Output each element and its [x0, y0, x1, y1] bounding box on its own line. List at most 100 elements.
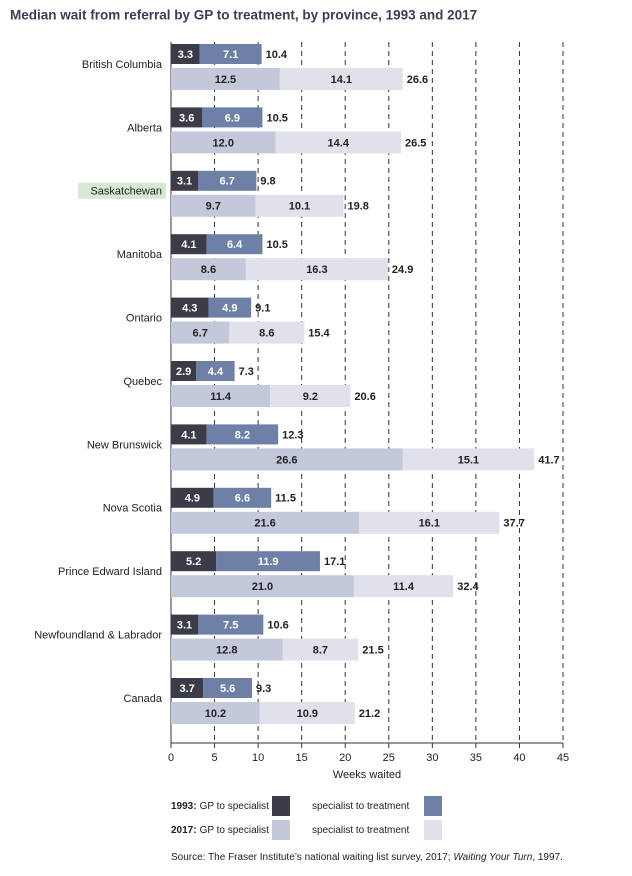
bar-segment — [171, 487, 214, 508]
value-label: 3.7 — [179, 683, 194, 695]
total-label: 26.5 — [405, 137, 426, 149]
bar-segment — [202, 107, 263, 128]
value-label: 3.1 — [177, 620, 192, 632]
value-label: 6.7 — [193, 328, 208, 340]
x-tick-label: 20 — [339, 752, 351, 764]
bar-segment — [270, 385, 351, 407]
value-label: 3.1 — [177, 176, 192, 188]
legend-name: specialist to treatment — [312, 825, 409, 836]
category-label: Prince Edward Island — [58, 566, 162, 578]
value-label: 5.6 — [220, 683, 235, 695]
bar-segment — [198, 614, 264, 635]
legend-year: 2017: — [171, 825, 197, 836]
chart-title: Median wait from referral by GP to treat… — [10, 8, 477, 23]
bar-segment — [208, 297, 252, 318]
value-label: 12.5 — [215, 74, 236, 86]
bar-segment — [171, 702, 260, 724]
total-label: 21.5 — [362, 645, 383, 657]
value-label: 14.4 — [328, 137, 350, 149]
x-tick-label: 35 — [470, 752, 482, 764]
value-label: 10.1 — [289, 201, 310, 213]
legend-name: specialist to treatment — [312, 801, 409, 812]
value-label: 9.2 — [303, 391, 318, 403]
value-label: 8.7 — [313, 645, 328, 657]
total-label: 41.7 — [538, 454, 559, 466]
category-label: Manitoba — [117, 249, 163, 261]
category-label: Canada — [123, 693, 162, 705]
bar-segment — [199, 44, 262, 64]
value-label: 6.6 — [235, 493, 250, 505]
total-label: 21.2 — [359, 708, 380, 720]
bar-segment — [255, 194, 344, 217]
x-tick-label: 0 — [168, 752, 174, 764]
bar-segment — [206, 234, 263, 255]
category-label: Newfoundland & Labrador — [34, 630, 162, 642]
value-label: 4.9 — [185, 493, 200, 505]
category-label: Saskatchewan — [90, 186, 162, 198]
bar-segment — [171, 361, 197, 381]
total-label: 32.4 — [457, 581, 479, 593]
category-label: New Brunswick — [87, 439, 163, 451]
total-label: 26.6 — [407, 74, 428, 86]
category-label: Alberta — [127, 122, 163, 134]
bar-segment — [203, 678, 253, 698]
bar-segment — [402, 448, 535, 471]
value-label: 11.4 — [210, 391, 232, 403]
x-tick-label: 15 — [296, 752, 308, 764]
legend-year: 1993: — [171, 801, 197, 812]
value-label: 4.1 — [181, 429, 196, 441]
source-title: Waiting Your Turn — [453, 852, 532, 863]
legend-name: GP to specialist — [200, 825, 270, 836]
bar-segment — [171, 297, 209, 318]
x-tick-label: 30 — [426, 752, 438, 764]
total-label: 9.8 — [260, 176, 275, 188]
bar-segment — [279, 68, 403, 90]
total-label: 24.9 — [392, 264, 413, 276]
total-label: 12.3 — [282, 429, 303, 441]
bar-segment — [171, 575, 354, 598]
legend-name: GP to specialist — [200, 801, 270, 812]
bar-segment — [171, 424, 207, 445]
value-label: 10.9 — [297, 708, 318, 720]
value-label: 2.9 — [176, 366, 191, 378]
x-tick-label: 25 — [383, 752, 395, 764]
source: Source: The Fraser Institute’s national … — [171, 852, 563, 863]
bar-segment — [259, 702, 355, 724]
bar-segment — [171, 68, 280, 90]
category-label: Nova Scotia — [103, 503, 163, 515]
bar-segment — [171, 321, 230, 344]
value-label: 6.4 — [227, 239, 243, 251]
total-label: 11.5 — [275, 493, 296, 505]
value-label: 15.1 — [458, 454, 479, 466]
legend-swatch — [272, 796, 290, 816]
bar-segment — [275, 131, 401, 154]
total-label: 7.3 — [239, 366, 254, 378]
bar-segment — [171, 678, 204, 698]
bar-segment — [359, 511, 500, 534]
value-label: 7.5 — [223, 620, 238, 632]
total-label: 15.4 — [308, 328, 330, 340]
bar-segment — [245, 258, 388, 281]
bar-segment — [171, 448, 403, 471]
x-axis-label: Weeks waited — [333, 769, 401, 781]
value-label: 14.1 — [331, 74, 352, 86]
value-label: 4.9 — [222, 303, 237, 315]
bar-segment — [171, 234, 207, 255]
value-label: 5.2 — [186, 556, 201, 568]
legend-swatch — [424, 820, 442, 840]
bar-segment — [198, 170, 257, 191]
bar-segment — [353, 575, 454, 598]
value-label: 10.2 — [205, 708, 226, 720]
bar-segment — [171, 170, 199, 191]
value-label: 8.6 — [201, 264, 216, 276]
legend-label: 2017: GP to specialist — [171, 825, 269, 836]
value-label: 26.6 — [276, 454, 297, 466]
total-label: 37.7 — [503, 518, 524, 530]
bar-segment — [229, 321, 305, 344]
bar-segment — [171, 638, 283, 661]
total-label: 9.1 — [255, 303, 270, 315]
value-label: 11.4 — [393, 581, 415, 593]
bar-segment — [171, 194, 256, 217]
bar-segment — [171, 258, 246, 281]
